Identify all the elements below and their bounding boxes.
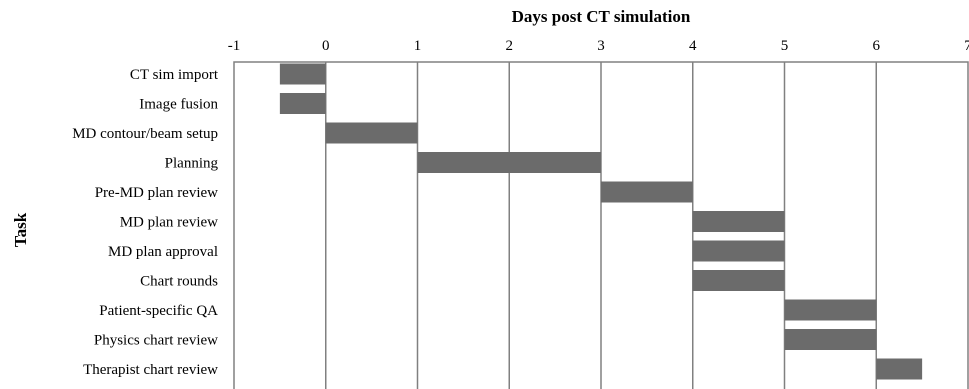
category-label: Planning: [165, 156, 219, 172]
task-bar: [784, 329, 877, 350]
x-tick-labels: -1 0 1 2 3 4 5 6 7: [228, 38, 969, 54]
category-label: Chart rounds: [140, 274, 218, 290]
category-label: Image fusion: [139, 97, 218, 113]
task-bar: [279, 93, 326, 114]
plot-frame: [233, 61, 969, 389]
category-labels: CT sim import Image fusion MD contour/beam…: [72, 67, 219, 378]
task-bar: [417, 152, 601, 173]
category-label: MD plan approval: [108, 244, 218, 260]
x-tick-label: 6: [873, 38, 881, 54]
bars: [279, 63, 923, 380]
category-label: Pre-MD plan review: [95, 185, 218, 201]
category-label: Physics chart review: [94, 333, 218, 349]
task-bar: [601, 181, 693, 203]
task-bar: [279, 63, 326, 85]
task-bar: [692, 270, 785, 291]
x-tick-label: 4: [689, 38, 697, 54]
x-tick-label: 3: [597, 38, 605, 54]
category-label: MD plan review: [120, 215, 218, 231]
x-tick-label: 7: [964, 38, 969, 54]
y-axis-label: Task: [11, 212, 30, 247]
x-tick-label: 2: [506, 38, 514, 54]
category-label: Therapist chart review: [83, 362, 218, 378]
x-tick-label: 5: [781, 38, 789, 54]
task-bar: [325, 122, 418, 144]
x-tick-label: 0: [322, 38, 330, 54]
category-label: CT sim import: [130, 67, 219, 83]
task-bar: [692, 211, 785, 232]
task-bar: [692, 240, 785, 262]
task-bar: [876, 358, 923, 380]
x-tick-label: -1: [228, 38, 241, 54]
chart-title: Days post CT simulation: [512, 7, 691, 26]
category-label: MD contour/beam setup: [72, 126, 218, 142]
task-bar: [784, 299, 877, 321]
x-tick-label: 1: [414, 38, 422, 54]
category-label: Patient-specific QA: [99, 303, 218, 319]
